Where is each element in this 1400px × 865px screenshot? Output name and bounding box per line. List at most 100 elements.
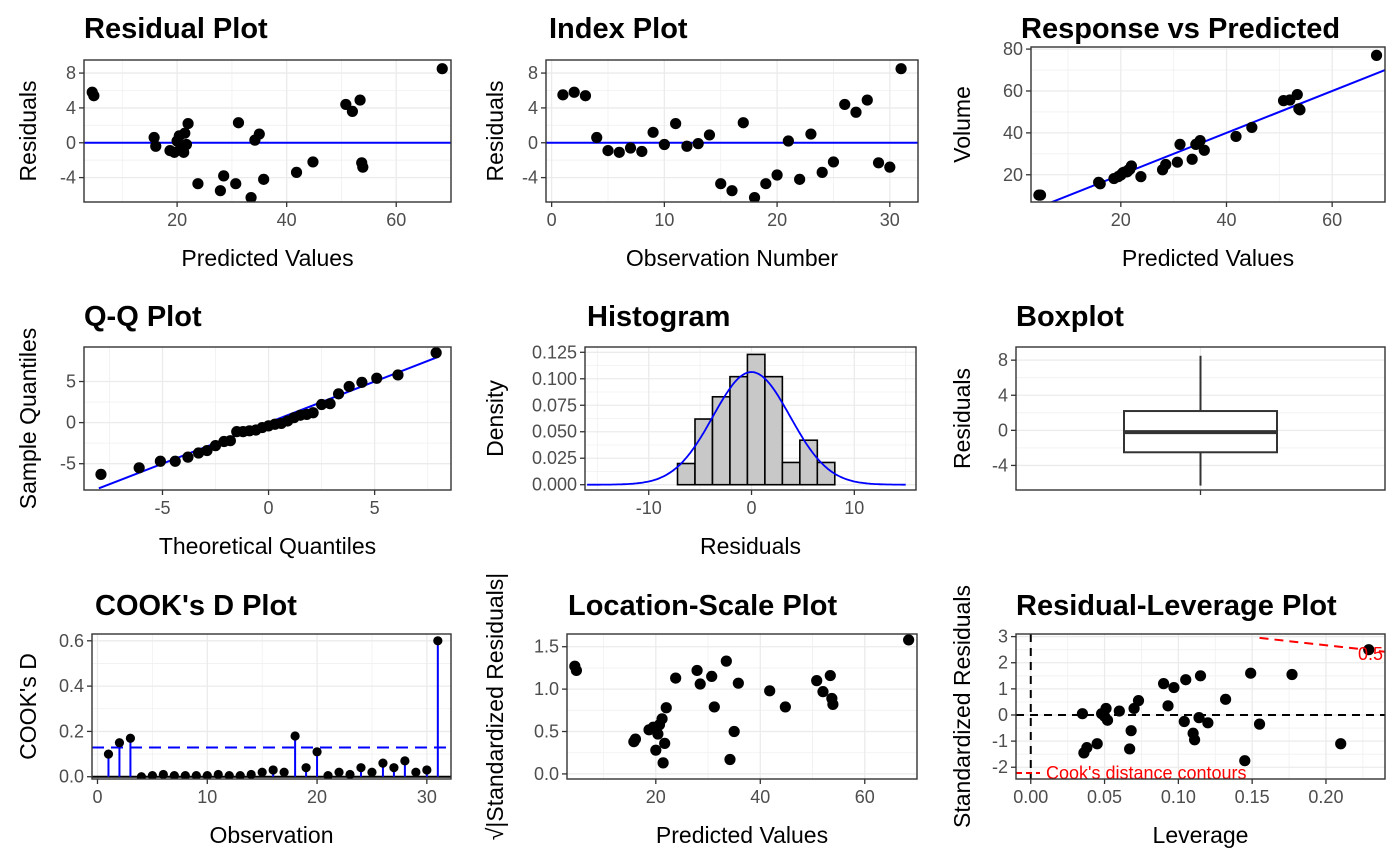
- data-point: [1246, 121, 1258, 134]
- plot-background: [546, 60, 918, 202]
- histogram-bar: [764, 375, 784, 486]
- y-tick-label: 20: [1003, 165, 1023, 185]
- data-point: [1034, 189, 1047, 201]
- data-point: [1160, 158, 1172, 171]
- response-panel: 20 40 60 80 20 40 60 Response vs Predicted Predi…: [949, 13, 1386, 271]
- data-point: [315, 398, 328, 411]
- cook-point: [323, 771, 333, 779]
- data-point: [1335, 738, 1347, 750]
- plot-background: [92, 634, 451, 779]
- x-tick-label: 5: [370, 498, 380, 518]
- data-point: [602, 145, 614, 157]
- data-point: [1125, 725, 1137, 737]
- data-point: [1113, 705, 1125, 717]
- x-axis-label: Leverage: [1153, 822, 1249, 848]
- x-tick-label: 0: [264, 498, 274, 518]
- y-tick-label: 1: [998, 679, 1008, 699]
- data-point: [670, 117, 682, 130]
- y-tick-label: 0.0: [59, 767, 84, 787]
- data-point: [872, 157, 885, 169]
- x-tick-label: 10: [654, 210, 674, 230]
- data-point: [182, 451, 194, 463]
- data-point: [1230, 130, 1242, 143]
- data-point: [1124, 743, 1136, 755]
- histogram-bar: [711, 395, 731, 486]
- y-tick-label: 1.5: [534, 637, 559, 657]
- data-point: [839, 98, 851, 111]
- data-point: [232, 117, 245, 129]
- panel-title: COOK's D Plot: [95, 590, 297, 622]
- x-axis-label: Predicted Values: [1122, 245, 1294, 271]
- data-point: [88, 90, 100, 102]
- data-point: [95, 468, 107, 480]
- x-tick-label: 20: [167, 210, 187, 230]
- data-point: [629, 733, 642, 745]
- x-tick-label: 0.05: [1087, 787, 1122, 807]
- y-tick-label: 4: [66, 98, 76, 118]
- panel-title: Boxplot: [1016, 301, 1124, 333]
- y-tick-label: 8: [528, 63, 538, 83]
- data-point: [354, 94, 366, 106]
- x-tick-label: 60: [855, 787, 875, 807]
- data-point: [1194, 135, 1206, 147]
- x-tick-label: 0.00: [1013, 787, 1048, 807]
- panel-border: [1015, 633, 1386, 780]
- plot-area: [585, 347, 916, 490]
- hist-panel: 0.000 0.025 0.050 0.075 0.100 0.125 -10 0 10 Hist…: [482, 301, 917, 559]
- y-axis-label: Residuals: [949, 368, 975, 469]
- cook-point: [312, 747, 322, 757]
- x-axis-label: Predicted Values: [181, 245, 353, 271]
- data-point: [154, 455, 166, 467]
- y-tick-label: 0.6: [59, 631, 84, 651]
- cook-point: [334, 767, 344, 777]
- panel-border: [83, 346, 452, 491]
- data-point: [192, 447, 205, 459]
- data-point: [779, 701, 791, 713]
- data-point: [1193, 712, 1205, 724]
- data-point: [659, 737, 671, 749]
- boxplot-panel: -4 0 4 8 Boxplot Residuals: [949, 301, 1386, 495]
- data-point: [192, 178, 204, 190]
- cook-point: [356, 763, 366, 773]
- cook-point: [202, 771, 212, 779]
- x-tick-label: 30: [880, 210, 900, 230]
- data-point: [827, 156, 840, 168]
- data-point: [658, 138, 670, 151]
- data-point: [636, 145, 648, 158]
- data-point: [1194, 670, 1207, 682]
- data-point: [180, 138, 193, 151]
- data-point: [307, 156, 319, 168]
- cook-point: [378, 758, 388, 768]
- data-point: [1076, 708, 1089, 720]
- histogram-bar: [781, 461, 801, 486]
- y-axis-label: COOK's D: [15, 653, 41, 760]
- y-tick-label: -4: [992, 455, 1008, 475]
- x-tick-label: 20: [646, 787, 666, 807]
- data-point: [850, 106, 862, 118]
- y-tick-label: -4: [60, 168, 76, 188]
- x-tick-label: 0: [92, 787, 102, 807]
- x-axis-label: Residuals: [700, 533, 801, 559]
- data-point: [343, 380, 355, 393]
- data-point: [332, 388, 345, 400]
- data-point: [1125, 160, 1137, 172]
- data-point: [357, 161, 369, 173]
- data-point: [1202, 717, 1214, 729]
- y-tick-label: 0.075: [532, 395, 577, 415]
- data-point: [436, 63, 448, 75]
- data-point: [903, 634, 915, 646]
- data-point: [557, 89, 569, 101]
- data-point: [1286, 668, 1298, 681]
- data-point: [708, 701, 720, 713]
- data-point: [691, 664, 703, 677]
- histogram-bar: [729, 375, 749, 486]
- y-tick-label: 0.100: [532, 369, 577, 389]
- data-point: [179, 127, 191, 139]
- data-point: [817, 686, 829, 698]
- plot-background: [1016, 634, 1385, 779]
- data-point: [613, 146, 625, 158]
- panel-title: Q-Q Plot: [84, 301, 202, 333]
- y-tick-label: 0.0: [534, 764, 559, 784]
- data-point: [715, 178, 727, 190]
